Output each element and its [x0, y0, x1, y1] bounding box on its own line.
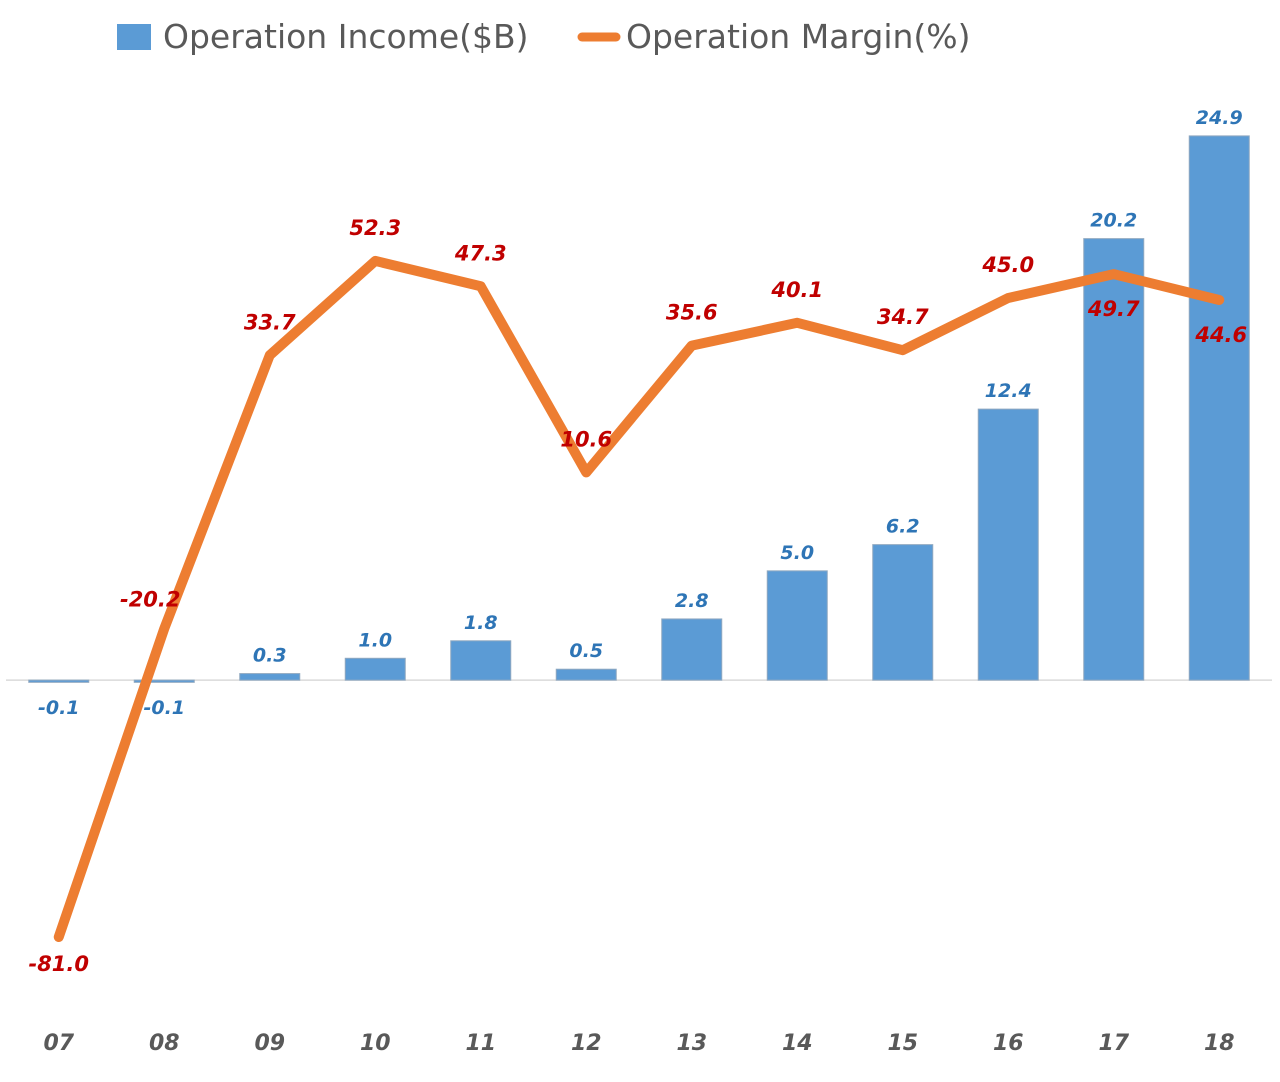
- bar-14: [766, 570, 828, 681]
- category-label-09: 09: [254, 1031, 285, 1056]
- bar-09: [239, 673, 301, 681]
- category-label-07: 07: [43, 1031, 74, 1056]
- bar-15: [872, 544, 934, 681]
- legend-item-margin[interactable]: Operation Margin(%): [577, 17, 971, 56]
- category-label-08: 08: [149, 1031, 180, 1056]
- category-label-18: 18: [1204, 1031, 1235, 1056]
- margin-line-layer: [53, 255, 1225, 942]
- margin-label-18: 44.6: [1194, 323, 1247, 347]
- category-label-15: 15: [887, 1031, 918, 1056]
- category-labels-layer: 07 08 09 10 11 12 13 14 15 16 17 18: [43, 1031, 1234, 1056]
- bar-label-15: 6.2: [886, 516, 920, 538]
- bars-layer: [28, 135, 1250, 683]
- category-label-16: 16: [993, 1031, 1024, 1056]
- legend: Operation Income($B) Operation Margin(%): [117, 17, 971, 56]
- bar-17: [1083, 238, 1145, 681]
- bar-08: [133, 679, 195, 683]
- margin-label-08: -20.2: [120, 588, 181, 612]
- margin-label-13: 35.6: [666, 301, 718, 325]
- category-label-14: 14: [782, 1031, 813, 1056]
- margin-label-16: 45.0: [981, 253, 1034, 277]
- margin-label-09: 33.7: [244, 310, 296, 334]
- margin-label-12: 10.6: [560, 427, 612, 451]
- bar-label-14: 5.0: [780, 542, 814, 564]
- category-label-13: 13: [676, 1031, 707, 1056]
- bar-18: [1188, 135, 1250, 681]
- margin-label-11: 47.3: [454, 241, 507, 265]
- legend-item-income[interactable]: Operation Income($B): [117, 17, 529, 56]
- margin-label-10: 52.3: [349, 216, 401, 240]
- margin-label-15: 34.7: [877, 305, 929, 329]
- legend-income-label: Operation Income($B): [163, 17, 529, 56]
- bar-label-13: 2.8: [675, 590, 709, 612]
- margin-label-07: -81.0: [28, 952, 89, 976]
- bar-10: [344, 657, 406, 681]
- bar-label-16: 12.4: [985, 380, 1032, 402]
- bar-label-09: 0.3: [253, 645, 287, 667]
- margin-line: [53, 255, 1225, 942]
- bar-label-12: 0.5: [569, 640, 603, 662]
- line-labels-layer: -81.0 -20.2 33.7 52.3 47.3 10.6 35.6 40.1 34.7 45…: [28, 216, 1247, 976]
- bar-label-18: 24.9: [1196, 107, 1243, 129]
- bar-label-17: 20.2: [1090, 210, 1137, 232]
- legend-margin-label: Operation Margin(%): [626, 17, 971, 56]
- bar-07: [28, 679, 90, 683]
- margin-label-17: 49.7: [1087, 297, 1140, 321]
- bar-label-11: 1.8: [464, 612, 498, 634]
- bar-labels-layer: -0.1 -0.1 0.3 1.0 1.8 0.5 2.8 5.0 6.2 12.4 20.2 24.…: [38, 107, 1243, 719]
- legend-income-swatch: [117, 24, 151, 50]
- bar-12: [555, 668, 617, 681]
- bar-13: [661, 618, 723, 681]
- category-label-10: 10: [360, 1031, 391, 1056]
- bar-label-08: -0.1: [143, 697, 185, 719]
- margin-label-14: 40.1: [770, 278, 823, 302]
- bar-label-07: -0.1: [38, 697, 80, 719]
- bar-16: [977, 408, 1039, 681]
- bar-11: [450, 640, 512, 681]
- category-label-17: 17: [1098, 1031, 1129, 1056]
- category-label-12: 12: [571, 1031, 602, 1056]
- category-label-11: 11: [465, 1031, 496, 1056]
- bar-label-10: 1.0: [358, 629, 392, 651]
